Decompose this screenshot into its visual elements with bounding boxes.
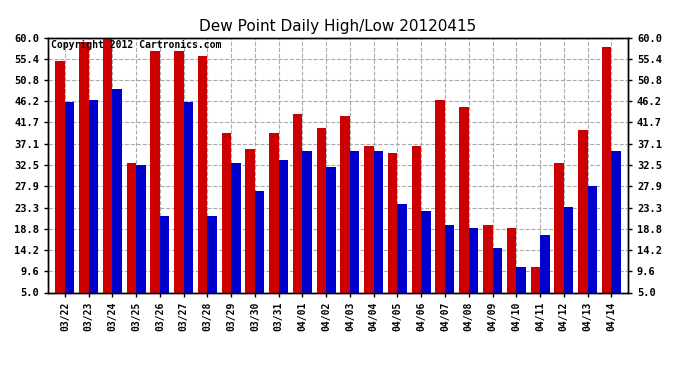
Bar: [587, 186, 597, 292]
Bar: [208, 216, 217, 292]
Bar: [150, 51, 160, 292]
Bar: [364, 147, 374, 292]
Bar: [435, 100, 445, 292]
Bar: [340, 116, 350, 292]
Bar: [127, 163, 136, 292]
Bar: [160, 216, 170, 292]
Bar: [374, 151, 383, 292]
Bar: [246, 149, 255, 292]
Bar: [103, 33, 112, 292]
Bar: [89, 100, 98, 292]
Bar: [184, 102, 193, 292]
Bar: [397, 204, 407, 292]
Bar: [231, 163, 241, 292]
Bar: [469, 228, 478, 292]
Bar: [136, 165, 146, 292]
Title: Dew Point Daily High/Low 20120415: Dew Point Daily High/Low 20120415: [199, 18, 477, 33]
Bar: [302, 151, 312, 292]
Bar: [412, 147, 421, 292]
Bar: [421, 211, 431, 292]
Bar: [255, 190, 264, 292]
Bar: [317, 128, 326, 292]
Bar: [65, 102, 75, 292]
Bar: [55, 61, 65, 292]
Bar: [269, 132, 279, 292]
Bar: [531, 267, 540, 292]
Text: Copyright 2012 Cartronics.com: Copyright 2012 Cartronics.com: [51, 40, 221, 50]
Bar: [506, 228, 516, 292]
Bar: [483, 225, 493, 292]
Bar: [221, 132, 231, 292]
Bar: [174, 51, 184, 292]
Bar: [611, 151, 621, 292]
Bar: [516, 267, 526, 292]
Bar: [564, 207, 573, 292]
Bar: [326, 167, 336, 292]
Bar: [460, 107, 469, 292]
Bar: [554, 163, 564, 292]
Bar: [540, 234, 549, 292]
Bar: [198, 56, 208, 292]
Bar: [445, 225, 455, 292]
Bar: [493, 249, 502, 292]
Bar: [350, 151, 359, 292]
Bar: [293, 114, 302, 292]
Bar: [279, 160, 288, 292]
Bar: [602, 47, 611, 292]
Bar: [79, 42, 89, 292]
Bar: [388, 153, 397, 292]
Bar: [112, 88, 122, 292]
Bar: [578, 130, 587, 292]
